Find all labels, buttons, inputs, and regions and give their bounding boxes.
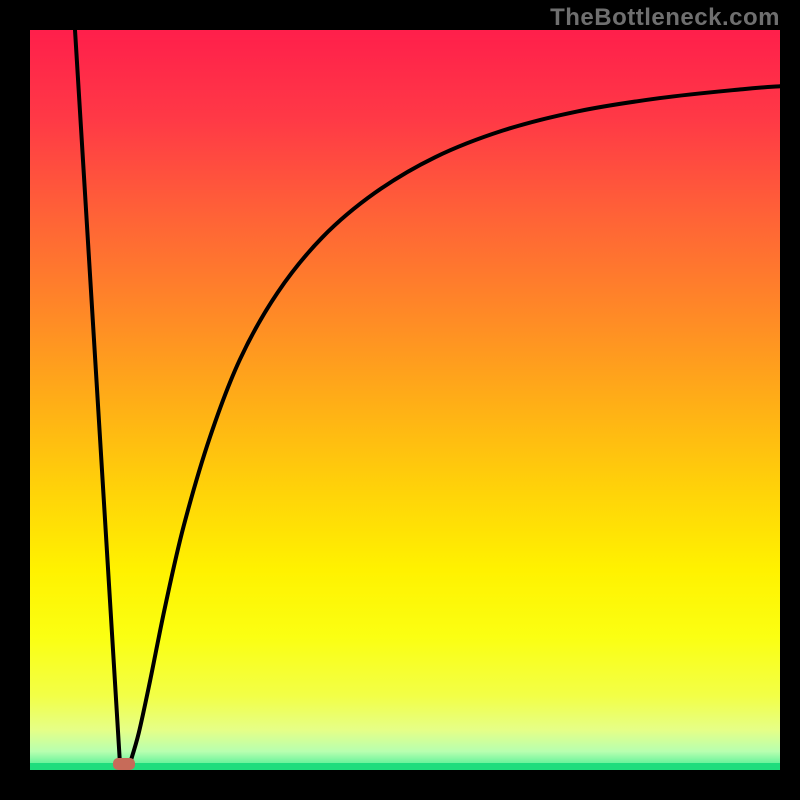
plot-area bbox=[30, 30, 780, 770]
baseline-strip bbox=[30, 763, 780, 770]
figure-container: TheBottleneck.com bbox=[0, 0, 800, 800]
optimal-marker bbox=[113, 758, 135, 770]
watermark-text: TheBottleneck.com bbox=[550, 4, 780, 32]
